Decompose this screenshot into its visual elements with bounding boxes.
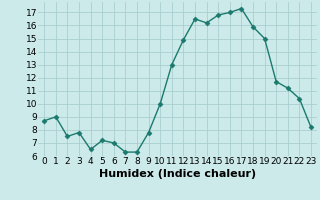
X-axis label: Humidex (Indice chaleur): Humidex (Indice chaleur) <box>99 169 256 179</box>
